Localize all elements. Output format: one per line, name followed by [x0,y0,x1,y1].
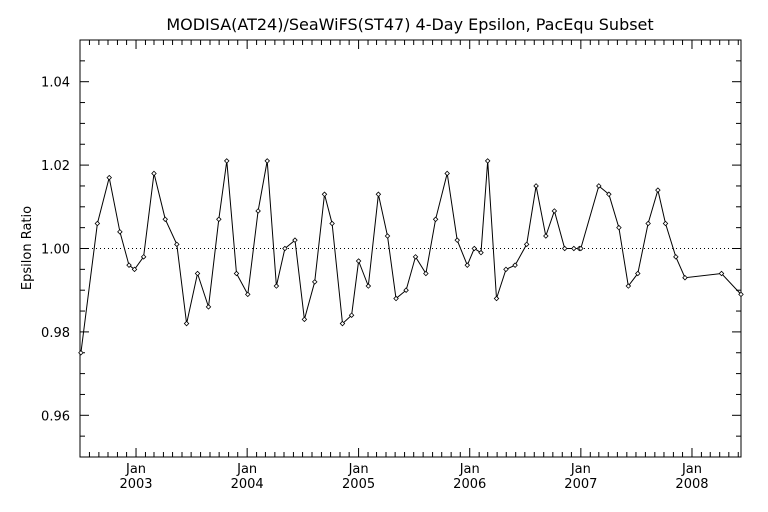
x-tick-month-label: Jan [348,462,369,477]
data-point [471,245,478,252]
x-tick-month-label: Jan [125,462,146,477]
data-point [606,191,612,198]
data-point [673,254,679,260]
data-point [596,183,602,189]
data-point [384,233,391,239]
x-tick-year-label: 2003 [119,477,152,492]
x-tick-month-label: Jan [681,462,702,477]
data-point [117,229,123,235]
data-point [348,312,355,318]
data-point [625,283,632,289]
data-point [635,270,641,277]
series-line [80,160,742,353]
data-point [551,208,558,214]
data-point [561,245,568,252]
data-point [571,245,577,252]
data-point [264,158,271,164]
plot-area-border [79,39,742,458]
data-point [174,241,180,248]
x-tick-year-label: 2007 [564,477,597,492]
data-point [403,287,409,293]
data-point [321,191,328,198]
x-tick-year-label: 2008 [675,477,708,492]
data-point [655,187,661,193]
data-point [183,320,190,327]
data-point [131,266,138,273]
data-point [375,191,382,198]
data-point [393,295,399,302]
data-point [478,249,484,256]
data-point [311,279,318,285]
data-point [78,349,84,356]
data-point [244,291,251,298]
data-point [273,283,280,289]
data-point [162,216,169,223]
data-point [355,258,362,264]
plot-frame [79,39,742,458]
data-point [464,262,471,268]
y-axis-ticks: 0.96 0.98 1.00 1.02 1.04 [41,39,741,458]
x-tick-year-label: 2004 [231,477,264,492]
data-point [292,237,298,243]
data-point [543,233,549,239]
data-point [126,262,132,268]
data-point [444,170,450,177]
data-point [432,216,439,223]
y-tick-label: 0.98 [41,326,70,341]
data-point [329,220,335,227]
data-point [301,316,308,323]
data-point [682,274,688,281]
data-point [493,295,500,302]
data-point [484,158,491,164]
x-tick-month-label: Jan [236,462,257,477]
data-point [738,291,744,298]
data-point [233,270,240,277]
x-tick-year-label: 2006 [453,477,486,492]
data-point [339,320,346,327]
y-tick-label: 0.96 [41,409,70,424]
data-point [662,220,669,227]
y-axis-label: Epsilon Ratio [20,206,35,290]
data-point [423,270,429,277]
data-point [412,254,419,260]
data-point [216,216,222,223]
x-axis-ticks: Jan2003Jan2004Jan2005Jan2006Jan2007Jan20… [79,40,739,492]
y-tick-label: 1.02 [41,159,70,174]
series-group [78,158,744,356]
data-point [503,266,509,273]
chart-title: MODISA(AT24)/SeaWiFS(ST47) 4-Day Epsilon… [166,15,653,34]
data-point [578,245,584,252]
data-point [454,237,461,243]
data-point [223,158,230,164]
data-point [205,304,212,310]
data-point [533,183,539,189]
data-point [718,270,725,277]
data-point [140,254,147,260]
x-tick-month-label: Jan [459,462,480,477]
data-point [523,241,530,248]
x-tick-year-label: 2005 [342,477,375,492]
data-point [194,270,201,277]
x-tick-month-label: Jan [570,462,591,477]
data-point [106,174,112,181]
data-point [282,245,288,252]
data-point [512,262,518,268]
y-tick-label: 1.00 [41,243,70,258]
data-point [616,224,622,231]
data-point [645,220,651,227]
y-tick-label: 1.04 [41,76,70,91]
data-point [94,220,101,227]
data-point [255,208,261,214]
data-point [365,283,372,289]
data-point [151,170,157,177]
